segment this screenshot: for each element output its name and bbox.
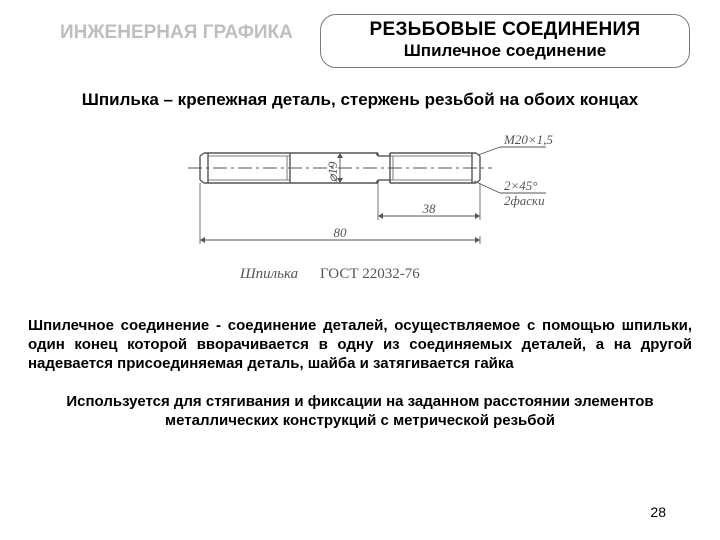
svg-text:Шпилька: Шпилька: [239, 266, 298, 282]
left-title: ИНЖЕНЕРНАЯ ГРАФИКА: [20, 14, 320, 44]
svg-text:ГОСТ 22032-76: ГОСТ 22032-76: [320, 266, 420, 282]
definition-line: Шпилька – крепежная деталь, стержень рез…: [0, 90, 720, 110]
page-number: 28: [650, 504, 666, 520]
svg-text:⌀19: ⌀19: [325, 161, 340, 182]
right-title-line2: Шпилечное соединение: [331, 41, 679, 61]
paragraph-1: Шпилечное соединение - соединение детале…: [0, 316, 720, 374]
paragraph-2: Используется для стягивания и фиксации н…: [0, 392, 720, 430]
svg-text:80: 80: [334, 225, 348, 240]
svg-text:M20×1,5: M20×1,5: [503, 132, 553, 147]
right-title-line1: РЕЗЬБОВЫЕ СОЕДИНЕНИЯ: [331, 19, 679, 41]
svg-text:38: 38: [422, 201, 437, 216]
svg-text:2×45°: 2×45°: [504, 178, 537, 193]
right-title-box: РЕЗЬБОВЫЕ СОЕДИНЕНИЯ Шпилечное соединени…: [320, 14, 690, 68]
stud-drawing: ⌀19 M20×1,5 2×45°2фаски 38 80 Шпилька ГОСТ 220…: [150, 128, 570, 298]
diagram-container: ⌀19 M20×1,5 2×45°2фаски 38 80 Шпилька ГОСТ 220…: [0, 128, 720, 298]
svg-text:2фаски: 2фаски: [504, 193, 545, 208]
